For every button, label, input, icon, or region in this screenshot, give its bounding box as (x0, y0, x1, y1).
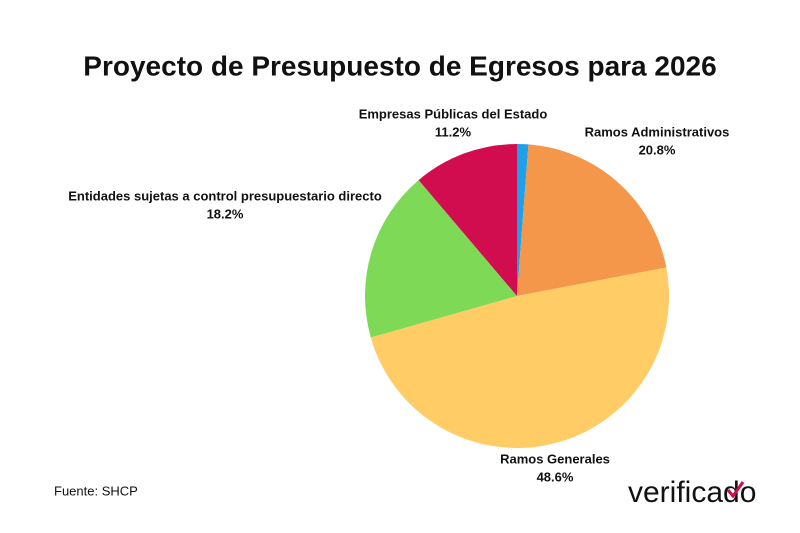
pie-slice (517, 144, 529, 296)
chart-title: Proyecto de Presupuesto de Egresos para … (83, 50, 716, 81)
value-label: 11.2% (435, 124, 472, 139)
slice-label: Empresas Públicas del Estado (359, 106, 548, 121)
value-label: 20.8% (639, 142, 676, 157)
value-label: 18.2% (207, 206, 244, 221)
source-note: Fuente: SHCP (54, 483, 138, 498)
slice-label: Ramos Generales (500, 451, 610, 466)
pie-slice (418, 144, 517, 296)
pie-slice (517, 144, 667, 296)
slice-label: Entidades sujetas a control presupuestar… (68, 188, 382, 203)
slice-label: Ramos Administrativos (585, 124, 730, 139)
pie-slice (370, 267, 670, 449)
pie-slice (365, 180, 517, 338)
logo-check (726, 481, 745, 499)
value-label: 48.6% (537, 469, 574, 484)
